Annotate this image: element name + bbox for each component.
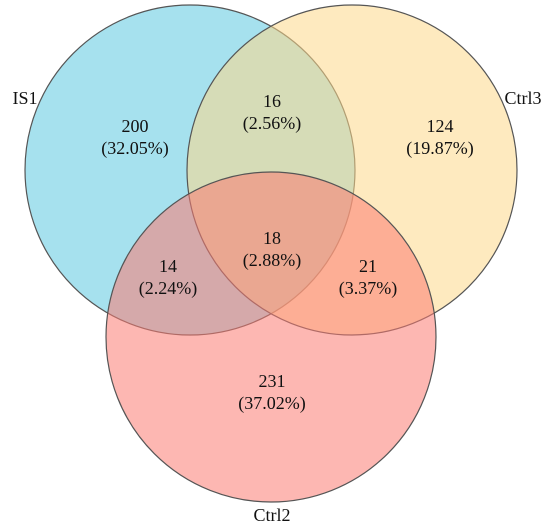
region-percent: (19.87%) [406, 138, 473, 159]
region-count: 18 [263, 228, 281, 248]
region-count: 16 [263, 91, 281, 111]
region-percent: (2.24%) [139, 278, 197, 299]
region-percent: (3.37%) [339, 278, 397, 299]
set-label: IS1 [12, 88, 37, 108]
region-count: 231 [259, 371, 286, 391]
set-label: Ctrl2 [253, 505, 290, 525]
region-percent: (2.56%) [243, 113, 301, 134]
region-percent: (2.88%) [243, 250, 301, 271]
set-label: Ctrl3 [504, 88, 541, 108]
region-percent: (32.05%) [101, 138, 168, 159]
region-count: 14 [159, 256, 177, 276]
region-count: 124 [427, 116, 454, 136]
region-count: 200 [122, 116, 149, 136]
region-count: 21 [359, 256, 377, 276]
set-circle [105, 171, 437, 503]
region-percent: (37.02%) [238, 393, 305, 414]
